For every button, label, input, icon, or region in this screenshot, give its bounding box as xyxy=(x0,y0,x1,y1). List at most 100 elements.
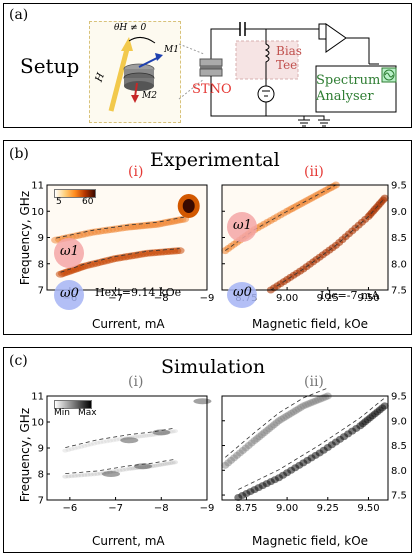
panel-a: (a) Setup θH ≠ 0 H M1 M2 xyxy=(3,3,412,128)
ridge-dot xyxy=(97,440,104,445)
ridge-dot xyxy=(97,471,104,476)
ridge-dot xyxy=(94,472,101,476)
ridge-dot xyxy=(91,441,98,446)
panel-c-label: (c) xyxy=(9,353,28,369)
ridge-dot xyxy=(110,438,117,443)
panel-b-xlabel-ii: Magnetic field, kOe xyxy=(252,317,369,331)
stno-illustration xyxy=(108,37,163,112)
ridge-dot xyxy=(94,440,101,445)
y-tick-label: 10 xyxy=(31,418,44,429)
ridge-dot xyxy=(151,463,158,468)
panel-b-label: (b) xyxy=(9,146,29,162)
x-tick-label: −8 xyxy=(154,293,169,304)
ridge-dot xyxy=(84,472,91,477)
y-tick-label: 9.0 xyxy=(391,416,407,427)
y-tick-label: 7.5 xyxy=(391,491,407,502)
panel-a-label: (a) xyxy=(9,7,29,23)
colorbar-b-tick-5: 5 xyxy=(56,197,62,207)
panel-c-xlabel-ii: Magnetic field, kOe xyxy=(252,534,369,548)
ridge-dot xyxy=(126,466,133,471)
panel-c-sub-i: (i) xyxy=(128,374,144,390)
ridge-dot xyxy=(103,439,110,444)
ridge-dot xyxy=(71,473,78,478)
omega1-label-b-i: ω1 xyxy=(60,244,79,259)
stno-element xyxy=(199,58,223,67)
ridge-dot xyxy=(169,460,176,465)
panel-c-xlabel-i: Current, mA xyxy=(92,534,165,548)
ridge-dot xyxy=(174,247,185,255)
y-tick-label: 10 xyxy=(31,207,44,218)
panel-c-title: Simulation xyxy=(161,356,266,378)
panel-b-sub-i: (i) xyxy=(128,164,144,180)
ridge-dot xyxy=(65,474,72,479)
bias-tee-label: Bias Tee xyxy=(276,44,302,72)
y-tick-label: 9 xyxy=(38,444,44,455)
dashed-guide xyxy=(225,387,328,458)
ridge-dot xyxy=(91,472,98,477)
x-tick-label: 8.75 xyxy=(235,503,257,514)
ridge-dot xyxy=(68,447,75,452)
y-tick-label: 9.5 xyxy=(391,181,407,192)
x-tick-label: −7 xyxy=(108,503,123,514)
omega1-label-b-ii: ω1 xyxy=(233,218,252,233)
dashed-guide xyxy=(270,197,386,291)
colorbar-c-max: Max xyxy=(78,408,97,418)
y-tick-label: 9.5 xyxy=(391,392,407,403)
x-tick-label: −8 xyxy=(154,503,169,514)
sim-blob xyxy=(120,437,139,444)
x-tick-label: −9 xyxy=(200,293,215,304)
y-tick-label: 8.5 xyxy=(391,441,407,452)
ridge-dot xyxy=(78,473,85,478)
ridge-dot xyxy=(123,467,130,472)
ridge-dot xyxy=(116,468,123,473)
theta-label: θH ≠ 0 xyxy=(114,23,147,33)
field-arrow xyxy=(108,48,130,112)
ridge-dot xyxy=(380,402,389,410)
x-tick-label: 9.00 xyxy=(276,503,298,514)
ridge-dot xyxy=(142,433,149,438)
omega1-bubble-b-ii xyxy=(227,212,257,242)
ridge-dot xyxy=(62,448,69,453)
ridge-dot xyxy=(81,443,88,448)
ridge-dot xyxy=(135,434,142,439)
omega0-bubble-b-i xyxy=(54,280,84,310)
dashed-guide xyxy=(60,248,180,273)
ridge-dot xyxy=(75,445,82,450)
hotspot-core xyxy=(182,199,195,213)
ridge-dot xyxy=(78,444,85,449)
panel-b-title: Experimental xyxy=(150,149,280,171)
y-tick-label: 8.0 xyxy=(391,259,407,270)
ridge-dot xyxy=(128,466,135,471)
x-tick-label: −7 xyxy=(108,293,123,304)
y-tick-label: 8 xyxy=(38,259,44,270)
ridge-dot xyxy=(107,438,114,443)
m2-label: M2 xyxy=(142,91,157,101)
amplifier xyxy=(325,23,347,53)
ridge-dot xyxy=(140,434,146,439)
ridge-dot xyxy=(81,473,88,478)
annotation-b-ii: Idc=-7 mA xyxy=(320,289,380,302)
ridge-dot xyxy=(65,447,72,452)
omega1-bubble-b-i xyxy=(54,238,84,268)
plot-c-ii: 8.75 9.00 9.25 9.50 7.5 8.0 8.5 9.0 9.5 xyxy=(221,387,407,514)
ridge-dot xyxy=(119,467,126,472)
ridge-dot xyxy=(167,461,174,466)
stno-label: STNO xyxy=(192,82,232,97)
m1-arrow xyxy=(138,56,160,68)
ridge-dot xyxy=(172,460,178,465)
y-tick-label: 7 xyxy=(38,286,44,297)
plot-frame xyxy=(221,395,389,501)
ridge-dot xyxy=(160,462,167,467)
dashed-guide xyxy=(65,427,176,448)
y-tick-label: 8.5 xyxy=(391,233,407,244)
x-tick-label: 9.25 xyxy=(317,293,339,304)
y-tick-label: 8.0 xyxy=(391,466,407,477)
circuit-diagram xyxy=(178,22,397,127)
plot-c-i: −6 −7 −8 −9 7 8 9 10 11 xyxy=(31,392,214,515)
panel-b-ylabel: Frequency, GHz xyxy=(18,190,32,286)
ridge-dot xyxy=(153,463,160,468)
plot-background xyxy=(47,396,207,500)
ridge-dot xyxy=(162,461,169,466)
sim-blob xyxy=(102,471,120,477)
ridge-dot xyxy=(169,429,176,434)
